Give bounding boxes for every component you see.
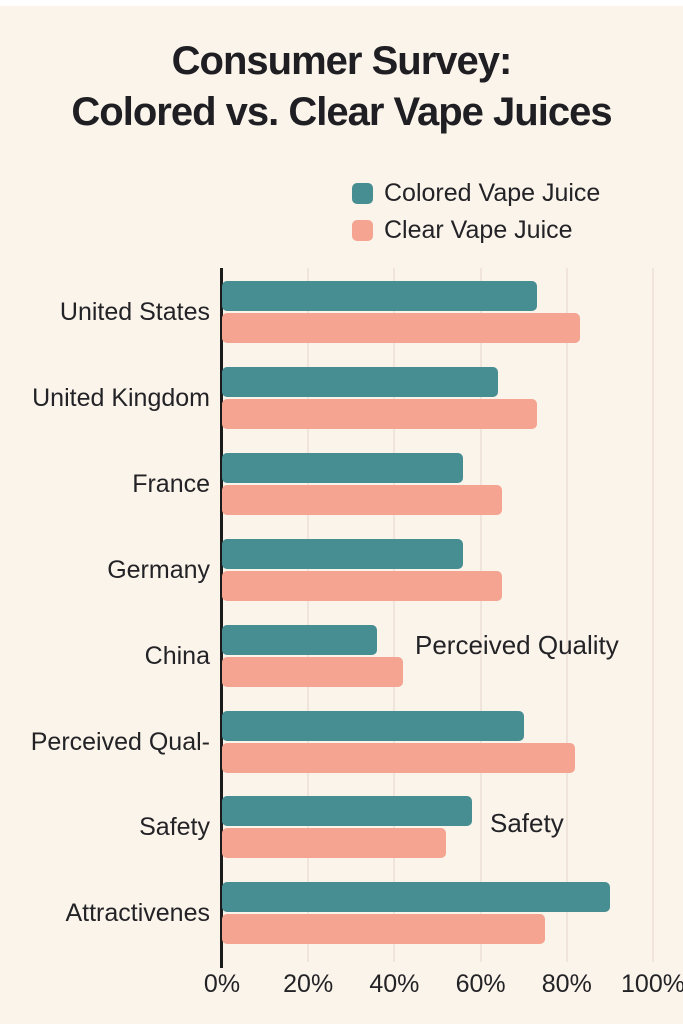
annotation-safety: Safety — [490, 808, 564, 838]
title-line-2: Colored vs. Clear Vape Juices — [71, 90, 612, 134]
bar-colored-5 — [222, 710, 524, 741]
category-label-6: Safety — [139, 813, 210, 842]
bar-clear-5 — [222, 742, 576, 773]
legend-swatch-salmon-icon — [352, 219, 373, 241]
bar-colored-4 — [222, 624, 378, 655]
category-label-4: China — [144, 641, 210, 670]
bar-colored-7 — [222, 882, 610, 913]
bar-clear-2 — [222, 484, 503, 515]
category-label-0: United States — [59, 298, 210, 326]
x-tick-label-100: 100% — [621, 970, 683, 998]
bar-colored-0 — [222, 281, 537, 311]
category-label-1: United Kingdom — [32, 383, 210, 412]
bar-colored-1 — [222, 366, 498, 397]
bar-clear-6 — [222, 828, 447, 859]
x-tick-label-40: 40% — [369, 970, 420, 998]
legend-item-clear: Clear Vape Juice — [352, 216, 600, 244]
x-tick-label-80: 80% — [541, 970, 592, 998]
gridline-20 — [307, 268, 310, 962]
gridline-60 — [479, 268, 482, 962]
plot-area: Perceived Quality Safety — [220, 268, 654, 968]
x-tick-label-60: 60% — [455, 970, 506, 998]
category-label-5: Perceived Qual- — [30, 727, 210, 756]
bar-colored-6 — [222, 796, 472, 827]
legend-item-colored: Colored Vape Juice — [352, 179, 600, 207]
legend-label-clear: Clear Vape Juice — [384, 215, 573, 244]
legend-label-colored: Colored Vape Juice — [384, 178, 601, 207]
y-axis-line — [220, 268, 223, 968]
bar-clear-0 — [222, 313, 580, 343]
x-tick-label-20: 20% — [283, 970, 334, 998]
legend: Colored Vape Juice Clear Vape Juice — [352, 179, 600, 256]
bar-clear-7 — [222, 914, 546, 945]
chart-title: Consumer Survey: Colored vs. Clear Vape … — [0, 36, 683, 138]
title-line-1: Consumer Survey: — [171, 39, 513, 83]
bar-clear-1 — [222, 398, 537, 429]
bar-colored-2 — [222, 452, 464, 483]
bar-clear-4 — [222, 656, 404, 687]
bar-clear-3 — [222, 570, 503, 601]
category-label-3: Germany — [107, 555, 210, 584]
gridline-40 — [393, 268, 396, 962]
gridline-80 — [565, 268, 568, 962]
category-label-2: France — [132, 469, 210, 498]
gridline-100 — [652, 268, 654, 962]
top-border — [0, 0, 683, 6]
annotation-perceived-quality: Perceived Quality — [415, 630, 619, 660]
category-label-7: Attractivenes — [65, 899, 210, 928]
legend-swatch-teal-icon — [352, 182, 373, 204]
bar-colored-3 — [222, 538, 464, 569]
x-tick-label-0: 0% — [203, 970, 241, 998]
